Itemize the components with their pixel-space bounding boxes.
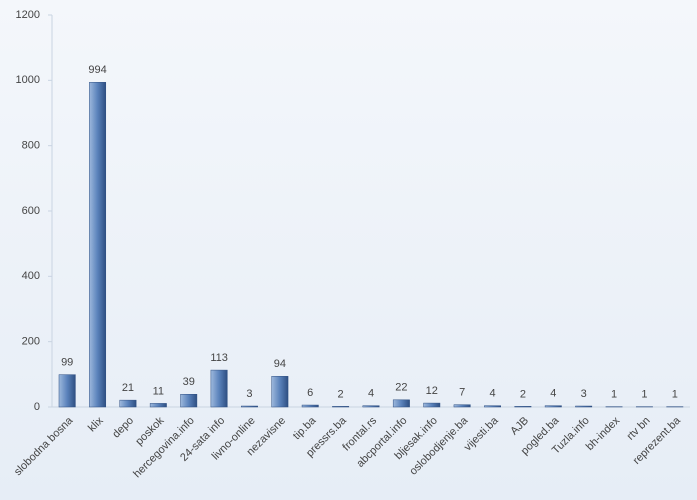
data-label: 22 bbox=[395, 382, 407, 394]
bar bbox=[453, 404, 471, 408]
bar bbox=[301, 404, 319, 408]
y-tick-label: 1200 bbox=[16, 9, 40, 21]
data-label: 11 bbox=[153, 385, 164, 397]
bar bbox=[149, 403, 167, 408]
bar bbox=[241, 405, 258, 408]
bar bbox=[392, 399, 410, 408]
bar bbox=[332, 406, 350, 408]
data-label: 4 bbox=[489, 388, 495, 400]
data-label: 6 bbox=[307, 387, 313, 399]
data-label: 2 bbox=[338, 388, 344, 400]
y-tick-label: 1000 bbox=[16, 74, 40, 86]
data-label: 1 bbox=[672, 389, 678, 401]
data-label: 4 bbox=[368, 388, 374, 400]
data-label: 113 bbox=[210, 352, 228, 364]
bar bbox=[89, 82, 107, 408]
y-tick-label: 800 bbox=[22, 140, 40, 152]
y-tick-label: 400 bbox=[22, 270, 40, 282]
data-label: 39 bbox=[183, 376, 195, 388]
data-label: 3 bbox=[246, 388, 252, 400]
y-tick-label: 600 bbox=[22, 205, 40, 217]
data-label: 2 bbox=[520, 388, 526, 400]
bar bbox=[423, 402, 441, 408]
bar bbox=[210, 369, 228, 408]
bar bbox=[544, 405, 562, 408]
data-label: 94 bbox=[274, 358, 286, 370]
data-label: 7 bbox=[459, 387, 465, 399]
bar bbox=[180, 394, 198, 408]
data-label: 21 bbox=[122, 382, 134, 394]
data-label: 1 bbox=[641, 389, 647, 401]
data-label: 994 bbox=[88, 64, 106, 76]
bar bbox=[575, 405, 593, 408]
bar bbox=[58, 374, 76, 408]
data-label: 4 bbox=[550, 388, 556, 400]
bar bbox=[484, 405, 501, 408]
bar bbox=[271, 376, 289, 408]
y-tick-label: 200 bbox=[22, 336, 40, 348]
data-label: 1 bbox=[611, 389, 617, 401]
bar bbox=[514, 406, 532, 408]
bar bbox=[119, 399, 137, 408]
data-label: 99 bbox=[61, 357, 73, 369]
data-label: 12 bbox=[426, 385, 438, 397]
y-tick-label: 0 bbox=[34, 401, 40, 413]
data-label: 3 bbox=[581, 388, 587, 400]
bar bbox=[362, 405, 380, 408]
